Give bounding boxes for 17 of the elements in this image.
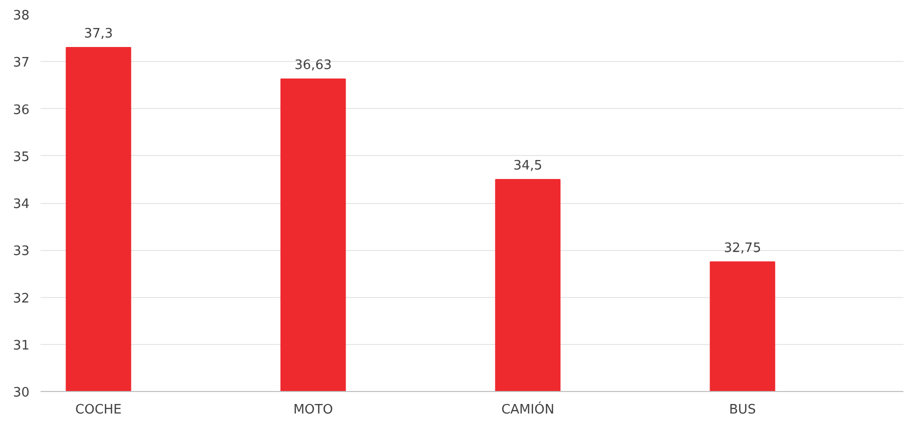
data-label: 34,5 [513, 158, 542, 174]
y-tick-label: 32 [12, 291, 30, 306]
y-tick-label: 30 [12, 386, 30, 400]
y-tick-label: 37 [12, 56, 30, 71]
x-tick-label: CAMIÓN [501, 400, 554, 418]
data-label: 37,3 [84, 26, 113, 42]
x-tick-label: MOTO [293, 402, 333, 418]
data-label: 32,75 [724, 240, 762, 256]
x-tick-label: BUS [729, 402, 756, 418]
y-tick-label: 36 [12, 102, 30, 118]
data-label: 36,63 [294, 58, 332, 74]
y-tick-label: 34 [12, 197, 30, 212]
y-tick-label: 31 [12, 338, 30, 354]
y-tick-label: 38 [12, 8, 30, 24]
y-tick-label: 33 [12, 244, 30, 260]
x-tick-label: COCHE [75, 402, 122, 418]
y-tick-label: 35 [12, 150, 30, 165]
